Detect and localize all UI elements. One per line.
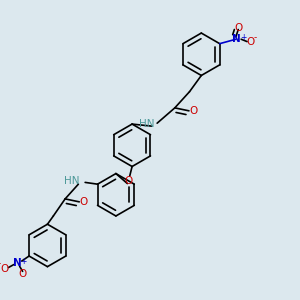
- Text: O: O: [190, 106, 198, 116]
- Text: O: O: [234, 23, 242, 33]
- Text: -: -: [0, 259, 1, 268]
- Text: -: -: [254, 34, 257, 43]
- Text: HN: HN: [139, 119, 155, 129]
- Text: +: +: [21, 256, 27, 266]
- Text: O: O: [80, 197, 88, 207]
- Text: +: +: [240, 33, 246, 42]
- Text: O: O: [124, 176, 132, 186]
- Text: N: N: [232, 34, 240, 44]
- Text: O: O: [1, 264, 9, 274]
- Text: N: N: [13, 258, 22, 268]
- Text: O: O: [246, 37, 254, 46]
- Text: HN: HN: [64, 176, 80, 186]
- Text: O: O: [19, 269, 27, 279]
